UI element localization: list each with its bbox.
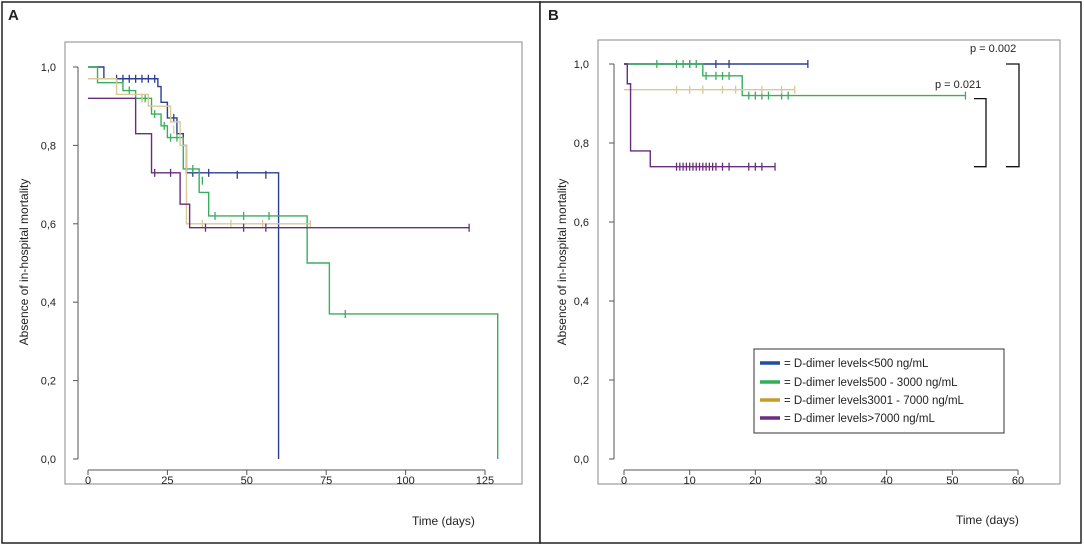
panel-a-plot-area	[64, 41, 523, 485]
panel-b-x-tick-label-0: 0	[621, 475, 627, 487]
panel-b-frame	[539, 1, 1082, 544]
panel-b-x-tick-label-20: 20	[749, 475, 761, 487]
panel-a-series	[88, 66, 499, 459]
panel-b: B 0 10 20 30 40 50 60 0,0 0,2 0,4 0,6 0,8 1,0 Time (…	[548, 7, 1061, 527]
panel-b-x-tick-label-10: 10	[684, 475, 696, 487]
panel-a-y-tick-label-3: 0,6	[41, 219, 56, 231]
panel-b-y-tick-label-0: 0,0	[574, 454, 589, 466]
panel-b-x-axis-title: Time (days)	[956, 513, 1019, 527]
pvalue-label-inner: p = 0.021	[935, 79, 981, 91]
panel-a-y-tick-label-0: 0,0	[41, 454, 56, 466]
panel-a-x-tick-label-50: 50	[241, 475, 253, 487]
panel-a-axes: 0 25 50 75 100 125 0,0 0,2 0,4 0,6 0,8 1,0	[41, 62, 494, 487]
pvalue-bracket-inner	[974, 97, 987, 168]
legend-label-3001-7000: = D-dimer levels3001 - 7000 ng/mL	[784, 395, 965, 407]
panel-a-frame	[1, 1, 541, 544]
pvalue-label-outer: p = 0.002	[970, 43, 1016, 55]
legend-label-lt500: = D-dimer levels<500 ng/mL	[784, 358, 929, 370]
panel-a-x-tick-label-125: 125	[476, 475, 494, 487]
panel-a-x-tick-label-0: 0	[85, 475, 91, 487]
panel-a-y-tick-label-1: 0,2	[41, 376, 56, 388]
panel-a-x-tick-label-75: 75	[320, 475, 332, 487]
panel-a-series-3001-7000-ng-ml	[88, 78, 311, 225]
panel-a-x-axis-title: Time (days)	[412, 514, 475, 528]
panel-b-series-7000-ng-ml	[624, 63, 776, 168]
panel-a-x-tick-label-100: 100	[396, 475, 414, 487]
panel-b-series	[624, 60, 967, 171]
panel-a-y-axis-title: Absence of in-hospital mortality	[17, 179, 31, 346]
panel-b-y-tick-label-4: 0,8	[574, 138, 589, 150]
panel-a-series-500-3000-ng-ml	[88, 66, 499, 459]
panel-a-label: A	[8, 7, 19, 24]
pvalue-bracket-outer	[1006, 63, 1020, 168]
panel-a-y-tick-label-5: 1,0	[41, 62, 56, 74]
panel-b-plot-area	[597, 39, 1061, 485]
legend-label-500-3000: = D-dimer levels500 - 3000 ng/mL	[784, 377, 958, 389]
panel-b-y-axis-title: Absence of in-hospital mortality	[555, 179, 569, 346]
panel-b-x-tick-label-40: 40	[881, 475, 893, 487]
pvalue-annotation-inner: p = 0.021	[935, 79, 987, 168]
panel-b-x-tick-label-60: 60	[1012, 475, 1024, 487]
panel-b-y-tick-label-1: 0,2	[574, 375, 589, 387]
panel-a: A 0 25 50 75 100 125 0,0 0,2 0,4 0,6 0,8 1,0 Time (…	[8, 7, 523, 528]
panel-a-y-tick-label-4: 0,8	[41, 140, 56, 152]
panel-b-x-tick-label-50: 50	[946, 475, 958, 487]
legend-box	[753, 348, 1005, 434]
panel-b-y-tick-label-5: 1,0	[574, 59, 589, 71]
panel-b-axes: 0 10 20 30 40 50 60 0,0 0,2 0,4 0,6 0,8 1,0	[574, 59, 1024, 487]
panel-b-label: B	[548, 7, 559, 24]
pvalue-annotation-outer: p = 0.002	[970, 43, 1020, 168]
panel-b-y-tick-label-2: 0,4	[574, 296, 589, 308]
panel-b-x-tick-label-30: 30	[815, 475, 827, 487]
legend: = D-dimer levels<500 ng/mL = D-dimer lev…	[753, 348, 1005, 434]
panel-a-y-tick-label-2: 0,4	[41, 297, 56, 309]
panel-b-y-tick-label-3: 0,6	[574, 217, 589, 229]
panel-a-series-7000-ng-ml	[88, 97, 470, 229]
legend-label-gt7000: = D-dimer levels>7000 ng/mL	[784, 413, 935, 425]
panel-a-x-tick-label-25: 25	[161, 475, 173, 487]
